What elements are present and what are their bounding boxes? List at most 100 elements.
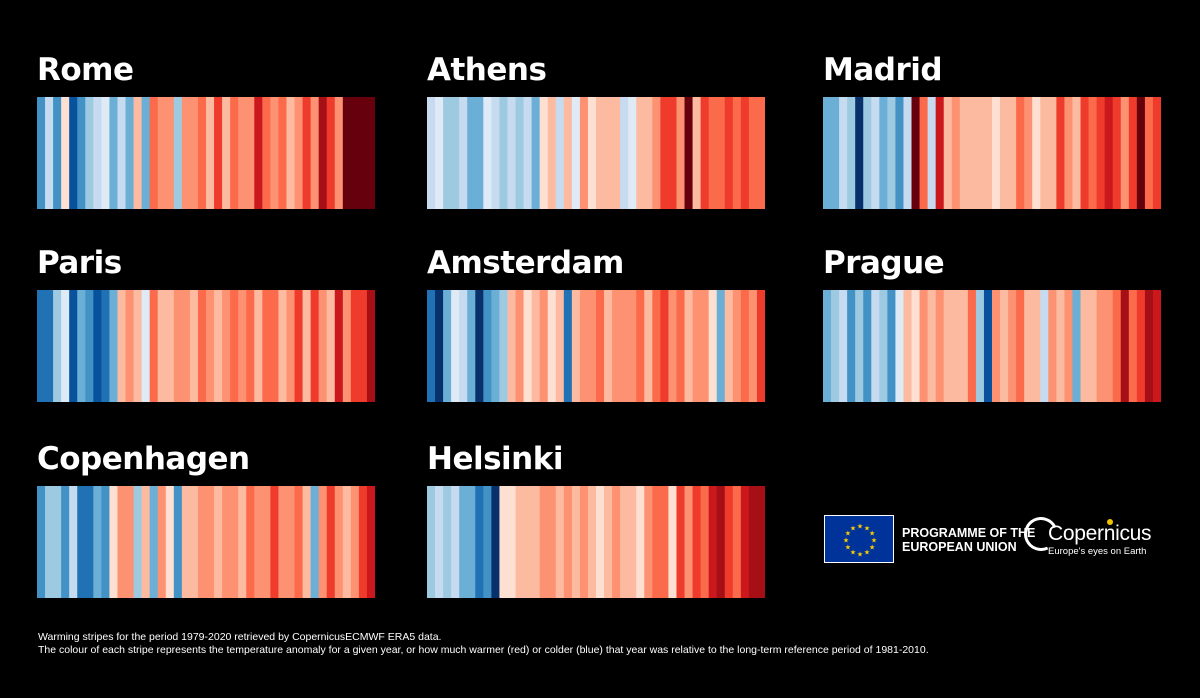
stripe-1985 (871, 290, 880, 402)
stripe-1986 (483, 97, 492, 209)
stripe-2020 (366, 290, 375, 402)
stripe-2014 (318, 290, 328, 402)
stripe-1985 (475, 290, 484, 402)
stripe-1989 (903, 97, 913, 209)
stripe-2012 (302, 97, 312, 209)
stripe-1990 (911, 97, 921, 209)
stripe-1986 (483, 290, 492, 402)
stripe-2017 (342, 97, 352, 209)
stripe-1992 (531, 290, 541, 402)
stripe-2019 (1144, 290, 1154, 402)
stripe-1987 (887, 290, 897, 402)
stripe-1996 (173, 290, 183, 402)
stripe-1979 (823, 97, 832, 209)
stripe-1983 (69, 290, 78, 402)
stripe-2008 (660, 97, 670, 209)
city-title: Rome (37, 52, 134, 88)
stripe-1982 (847, 97, 856, 209)
stripe-2014 (318, 97, 328, 209)
stripe-1994 (547, 97, 557, 209)
stripe-1988 (895, 290, 905, 402)
stripe-2012 (302, 486, 312, 598)
stripe-2008 (1056, 290, 1066, 402)
stripe-1999 (587, 486, 597, 598)
programme-label: PROGRAMME OF THE EUROPEAN UNION (902, 526, 1035, 554)
stripe-2004 (238, 486, 247, 598)
stripe-2005 (1032, 290, 1041, 402)
stripe-1980 (435, 486, 444, 598)
stripe-1984 (467, 290, 476, 402)
stripe-1995 (165, 97, 175, 209)
stripe-1997 (571, 290, 581, 402)
stripe-1992 (927, 97, 937, 209)
stripe-2010 (286, 290, 296, 402)
stripe-2007 (262, 97, 271, 209)
stripe-1982 (451, 97, 460, 209)
stripe-2018 (1136, 290, 1146, 402)
stripe-1989 (507, 486, 517, 598)
city-title: Copenhagen (37, 441, 250, 477)
footnote-line-1: Warming stripes for the period 1979-2020… (38, 631, 442, 643)
stripe-2000 (206, 486, 215, 598)
copernicus-eu-logo: ★ ★ ★ ★ ★ ★ ★ ★ ★ ★ ★ ★ PROGRAMME OF THE EUROPEAN U… (824, 512, 1154, 565)
stripe-2003 (230, 97, 239, 209)
stripe-1996 (563, 486, 573, 598)
stripe-2012 (302, 290, 312, 402)
stripe-1999 (197, 486, 207, 598)
stripe-2015 (716, 290, 726, 402)
stripe-2001 (1000, 97, 1009, 209)
stripe-2017 (732, 97, 742, 209)
stripes-chart (427, 486, 765, 598)
eu-star-icon: ★ (864, 549, 870, 557)
stripe-2018 (740, 486, 750, 598)
stripe-1984 (77, 486, 86, 598)
stripe-1979 (37, 290, 46, 402)
footnote-line-2: The colour of each stripe represents the… (38, 644, 929, 656)
stripe-2015 (1112, 97, 1122, 209)
stripe-1995 (951, 97, 961, 209)
stripe-1993 (539, 290, 549, 402)
stripe-1999 (587, 290, 597, 402)
stripe-2009 (668, 97, 678, 209)
stripe-1984 (863, 97, 872, 209)
stripe-2012 (692, 486, 702, 598)
stripe-1988 (109, 486, 119, 598)
stripe-2003 (1016, 290, 1025, 402)
stripe-1996 (959, 290, 969, 402)
stripe-2017 (1128, 97, 1138, 209)
stripes-panel-helsinki: Helsinki (427, 444, 765, 598)
stripe-1993 (149, 486, 159, 598)
stripes-chart (37, 97, 375, 209)
stripe-1993 (539, 486, 549, 598)
stripe-1982 (847, 290, 856, 402)
stripe-2002 (222, 290, 231, 402)
stripe-1997 (571, 97, 581, 209)
stripe-2002 (612, 290, 621, 402)
city-title: Athens (427, 52, 547, 88)
stripe-2000 (206, 290, 215, 402)
copernicus-wordmark: Copernicus (1048, 522, 1152, 545)
stripe-2012 (1088, 97, 1098, 209)
city-title: Prague (823, 245, 945, 281)
stripe-1994 (943, 97, 953, 209)
stripe-1981 (839, 290, 848, 402)
copernicus-dot-icon (1107, 519, 1113, 525)
stripe-2011 (684, 97, 694, 209)
stripe-2018 (740, 290, 750, 402)
stripe-1994 (157, 290, 167, 402)
stripe-1996 (173, 97, 183, 209)
stripes-chart (823, 97, 1161, 209)
stripe-2000 (206, 97, 215, 209)
stripe-1980 (831, 97, 840, 209)
stripe-2013 (700, 97, 710, 209)
stripe-2005 (246, 97, 255, 209)
stripes-panel-amsterdam: Amsterdam (427, 248, 765, 402)
copernicus-logo: Copernicus Europe's eyes on Earth (1019, 512, 1154, 565)
stripe-2008 (270, 97, 280, 209)
stripe-2003 (620, 486, 629, 598)
stripe-2003 (620, 97, 629, 209)
stripe-2012 (692, 290, 702, 402)
stripe-2017 (732, 290, 742, 402)
stripe-1999 (197, 290, 207, 402)
stripe-2004 (1024, 97, 1033, 209)
